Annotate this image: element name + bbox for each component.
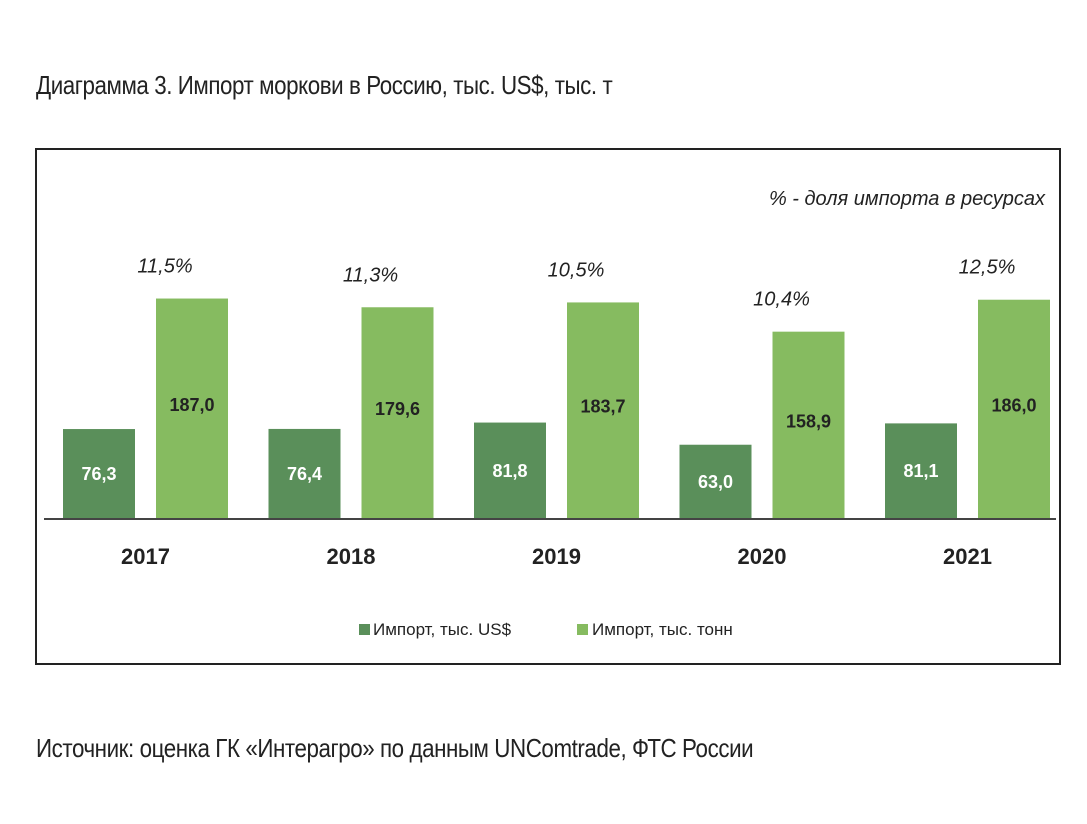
bars-group: 76,3 187,0 11,5% 76,4 179,6 11,3% 81,8 183,7 10,…: [63, 256, 1050, 519]
data-label-tonnes-2017: 187,0: [169, 395, 214, 415]
x-tick-labels: 2017 2018 2019 2020 2021: [121, 544, 992, 569]
bar-tonnes-2017: [156, 298, 228, 519]
share-label-2020: 10,4%: [753, 289, 810, 311]
legend-swatch-tonnes: [577, 624, 588, 635]
data-label-tonnes-2020: 158,9: [786, 411, 831, 431]
bar-chart: 76,3 187,0 11,5% 76,4 179,6 11,3% 81,8 183,7 10,…: [44, 188, 1056, 639]
share-label-2017: 11,5%: [137, 256, 192, 278]
chart-title: Диаграмма 3. Импорт моркови в Россию, ты…: [36, 70, 613, 100]
x-tick-2018: 2018: [327, 544, 376, 569]
bar-tonnes-2020: [772, 331, 845, 519]
legend: Импорт, тыс. US$ Импорт, тыс. тонн: [359, 620, 733, 639]
bar-usd-2020: [679, 444, 752, 519]
legend-label-usd: Импорт, тыс. US$: [373, 620, 512, 639]
data-label-usd-2017: 76,3: [81, 464, 116, 484]
x-tick-2021: 2021: [943, 544, 992, 569]
share-label-2019: 10,5%: [548, 259, 605, 281]
bar-tonnes-2019: [567, 302, 639, 519]
bar-usd-2017: [63, 429, 135, 519]
x-tick-2019: 2019: [532, 544, 581, 569]
data-label-usd-2021: 81,1: [903, 461, 938, 481]
legend-label-tonnes: Импорт, тыс. тонн: [592, 620, 733, 639]
bar-usd-2019: [474, 422, 546, 519]
bar-tonnes-2018: [361, 307, 434, 519]
x-tick-2020: 2020: [738, 544, 787, 569]
data-label-usd-2018: 76,4: [287, 464, 322, 484]
data-label-tonnes-2021: 186,0: [991, 395, 1036, 415]
legend-swatch-usd: [359, 624, 370, 635]
data-label-tonnes-2018: 179,6: [375, 399, 420, 419]
share-annotation: % - доля импорта в ресурсах: [769, 188, 1046, 210]
data-label-usd-2019: 81,8: [492, 461, 527, 481]
share-label-2021: 12,5%: [959, 257, 1016, 279]
source-note: Источник: оценка ГК «Интерагро» по данны…: [36, 733, 754, 763]
bar-usd-2018: [268, 428, 341, 519]
chart-frame: 76,3 187,0 11,5% 76,4 179,6 11,3% 81,8 183,7 10,…: [35, 148, 1061, 665]
data-label-usd-2020: 63,0: [698, 472, 733, 492]
share-label-2018: 11,3%: [343, 264, 398, 286]
data-label-tonnes-2019: 183,7: [580, 397, 625, 417]
bar-tonnes-2021: [978, 299, 1050, 519]
x-tick-2017: 2017: [121, 544, 170, 569]
bar-usd-2021: [885, 423, 957, 519]
